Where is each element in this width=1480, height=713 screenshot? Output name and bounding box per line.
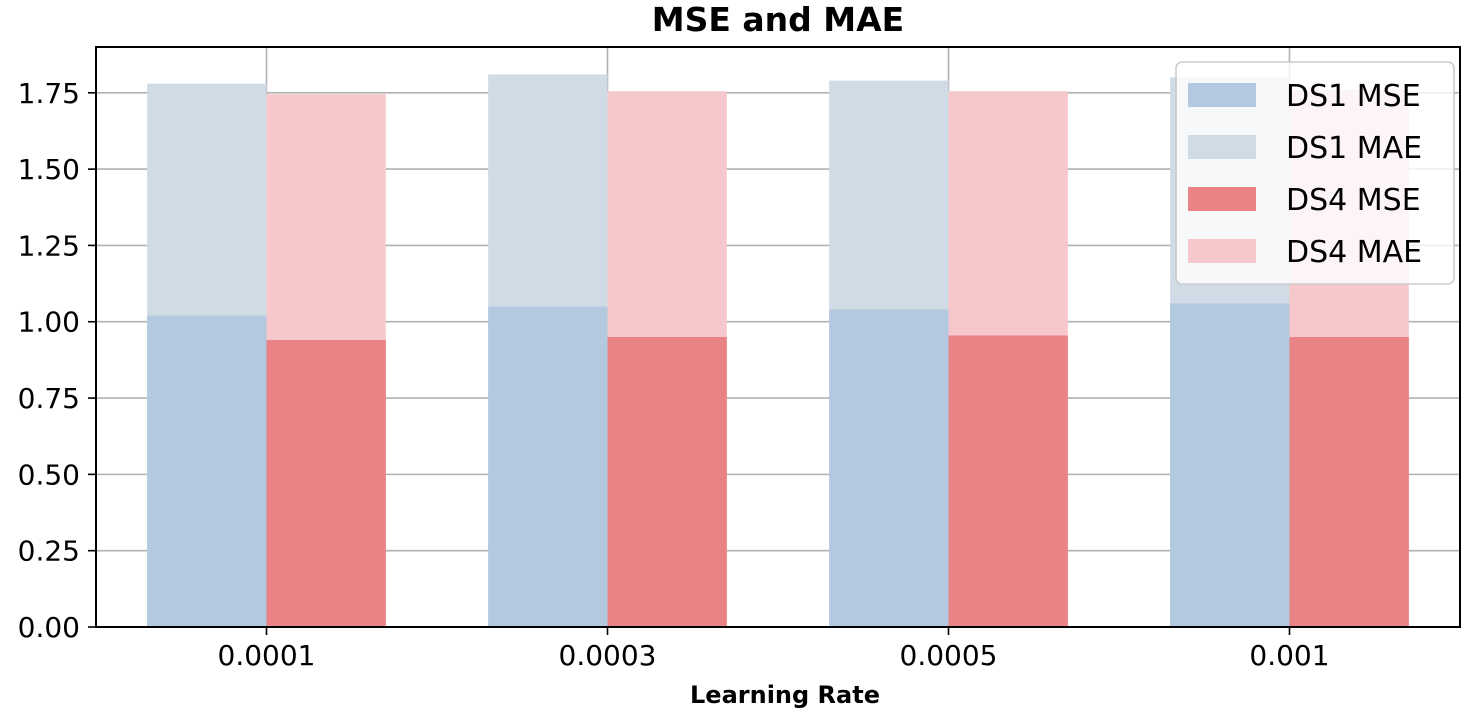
x-tick-label: 0.0001 [218,639,316,672]
legend-label: DS4 MAE [1286,235,1422,270]
legend-frame [1175,61,1455,285]
y-tick-label: 1.50 [18,153,80,186]
bar-ds1-mse [829,309,949,627]
plot-frame [95,46,1461,628]
x-axis: 0.0001 0.0003 0.0005 0.001 [218,627,1330,672]
legend-swatch [1188,239,1256,263]
legend: DS1 MSE DS1 MAE DS4 MSE DS4 MAE [1175,61,1455,285]
y-tick-label: 1.00 [18,306,80,339]
bar-ds1-mse [488,306,608,627]
x-tick-label: 0.001 [1249,639,1329,672]
bars-mse [147,303,1409,627]
x-tick-label: 0.0003 [559,639,657,672]
chart-title: MSE and MAE [652,0,904,39]
legend-swatch [1188,187,1256,211]
y-axis: 0.00 0.25 0.50 0.75 1.00 1.25 1.50 1.75 [18,77,96,644]
legend-swatch [1188,135,1256,159]
y-tick-label: 1.75 [18,77,80,110]
legend-swatch [1188,83,1256,107]
y-tick-label: 0.00 [18,611,80,644]
legend-label: DS1 MAE [1286,131,1422,166]
legend-label: DS4 MSE [1286,183,1421,218]
bar-ds1-mse [1170,303,1290,627]
bar-ds4-mse [266,340,386,627]
y-tick-label: 1.25 [18,229,80,262]
x-axis-label: Learning Rate [690,681,880,709]
y-tick-label: 0.50 [18,458,80,491]
y-tick-label: 0.25 [18,535,80,568]
bar-ds4-mse [607,337,727,627]
bar-ds4-mse [1289,337,1409,627]
bar-ds1-mse [147,315,267,627]
x-tick-label: 0.0005 [900,639,998,672]
legend-label: DS1 MSE [1286,79,1421,114]
bar-ds4-mse [948,335,1068,627]
y-tick-label: 0.75 [18,382,80,415]
